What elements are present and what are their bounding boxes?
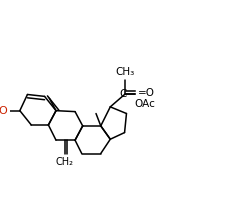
Text: OAc: OAc <box>134 99 154 109</box>
Text: CH₂: CH₂ <box>55 157 73 167</box>
Text: =O: =O <box>137 88 154 98</box>
Text: C: C <box>118 89 126 99</box>
Text: CH₃: CH₃ <box>114 67 134 77</box>
Text: O: O <box>0 106 7 116</box>
